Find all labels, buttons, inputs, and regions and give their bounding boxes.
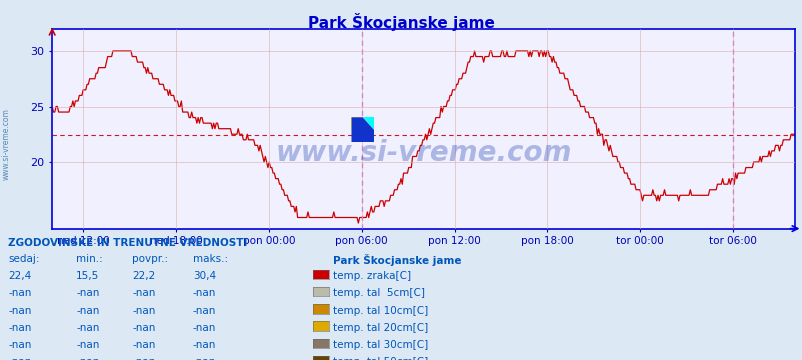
Text: 22,4: 22,4 — [8, 271, 31, 281]
Text: temp. tal 20cm[C]: temp. tal 20cm[C] — [333, 323, 428, 333]
Polygon shape — [363, 117, 374, 130]
Text: -nan: -nan — [192, 340, 216, 350]
Text: ZGODOVINSKE IN TRENUTNE VREDNOSTI: ZGODOVINSKE IN TRENUTNE VREDNOSTI — [8, 238, 247, 248]
Polygon shape — [351, 117, 374, 143]
Text: maks.:: maks.: — [192, 254, 228, 264]
Text: -nan: -nan — [8, 306, 31, 316]
Text: -nan: -nan — [76, 288, 99, 298]
Text: www.si-vreme.com: www.si-vreme.com — [2, 108, 11, 180]
Text: -nan: -nan — [8, 323, 31, 333]
Text: -nan: -nan — [76, 340, 99, 350]
Text: -nan: -nan — [76, 306, 99, 316]
Text: -nan: -nan — [132, 340, 156, 350]
Text: -nan: -nan — [132, 288, 156, 298]
Text: temp. tal 50cm[C]: temp. tal 50cm[C] — [333, 357, 428, 360]
Text: -nan: -nan — [132, 306, 156, 316]
Text: -nan: -nan — [8, 288, 31, 298]
Polygon shape — [351, 117, 363, 130]
Text: povpr.:: povpr.: — [132, 254, 168, 264]
Text: Park Škocjanske jame: Park Škocjanske jame — [308, 13, 494, 31]
Text: -nan: -nan — [192, 323, 216, 333]
Text: sedaj:: sedaj: — [8, 254, 39, 264]
Text: 15,5: 15,5 — [76, 271, 99, 281]
Text: temp. tal  5cm[C]: temp. tal 5cm[C] — [333, 288, 425, 298]
Text: 22,2: 22,2 — [132, 271, 156, 281]
Text: temp. tal 10cm[C]: temp. tal 10cm[C] — [333, 306, 428, 316]
Text: -nan: -nan — [8, 340, 31, 350]
Text: -nan: -nan — [192, 288, 216, 298]
Text: temp. zraka[C]: temp. zraka[C] — [333, 271, 411, 281]
Text: -nan: -nan — [76, 323, 99, 333]
Text: temp. tal 30cm[C]: temp. tal 30cm[C] — [333, 340, 428, 350]
Text: min.:: min.: — [76, 254, 103, 264]
Text: www.si-vreme.com: www.si-vreme.com — [275, 139, 571, 167]
Text: Park Škocjanske jame: Park Škocjanske jame — [333, 254, 461, 266]
Text: -nan: -nan — [192, 357, 216, 360]
Text: -nan: -nan — [132, 323, 156, 333]
Text: -nan: -nan — [76, 357, 99, 360]
Text: 30,4: 30,4 — [192, 271, 216, 281]
Text: -nan: -nan — [8, 357, 31, 360]
Text: -nan: -nan — [132, 357, 156, 360]
Text: -nan: -nan — [192, 306, 216, 316]
